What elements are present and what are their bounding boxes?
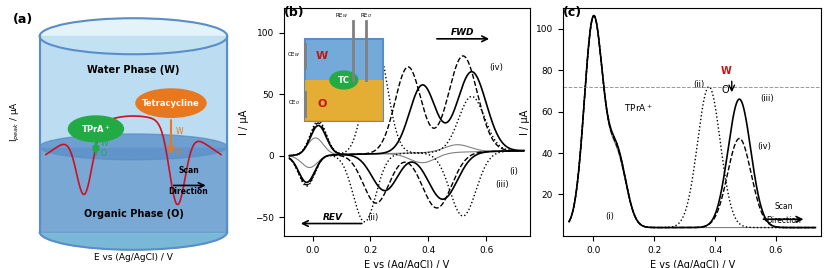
Ellipse shape xyxy=(68,116,123,142)
Text: (b): (b) xyxy=(284,6,304,19)
Text: TPrA$^+$: TPrA$^+$ xyxy=(81,123,111,135)
Text: (i): (i) xyxy=(510,167,518,176)
Text: FWD: FWD xyxy=(451,28,475,37)
X-axis label: E vs (Ag/AgCl) / V: E vs (Ag/AgCl) / V xyxy=(650,260,735,268)
Text: I$_{peak}$ / μA: I$_{peak}$ / μA xyxy=(9,101,23,142)
Text: Scan: Scan xyxy=(774,202,793,211)
Ellipse shape xyxy=(40,214,227,250)
Ellipse shape xyxy=(40,134,227,160)
Polygon shape xyxy=(40,147,227,232)
Text: (ii): (ii) xyxy=(694,80,705,89)
Text: W: W xyxy=(101,139,108,147)
Text: TPrA$^+$: TPrA$^+$ xyxy=(624,102,652,114)
Polygon shape xyxy=(40,36,227,232)
Text: E vs (Ag/AgCl) / V: E vs (Ag/AgCl) / V xyxy=(94,253,173,262)
X-axis label: E vs (Ag/AgCl) / V: E vs (Ag/AgCl) / V xyxy=(364,260,450,268)
Text: (iii): (iii) xyxy=(761,94,774,103)
Text: Direction: Direction xyxy=(766,217,801,225)
Text: W: W xyxy=(176,127,183,136)
Text: W: W xyxy=(721,66,732,76)
Text: (c): (c) xyxy=(563,6,582,19)
Text: O: O xyxy=(721,85,729,95)
Y-axis label: I / μA: I / μA xyxy=(520,109,530,135)
Text: Water Phase (W): Water Phase (W) xyxy=(88,65,179,75)
Text: Scan: Scan xyxy=(178,166,198,175)
Text: REV: REV xyxy=(323,213,343,222)
Text: Tetracycline: Tetracycline xyxy=(142,99,200,108)
Text: Direction: Direction xyxy=(168,187,208,196)
Text: (ii): (ii) xyxy=(368,213,379,222)
Text: (a): (a) xyxy=(13,13,33,26)
Text: Organic Phase (O): Organic Phase (O) xyxy=(83,209,183,219)
Text: (i): (i) xyxy=(605,212,615,221)
Text: O: O xyxy=(101,149,107,158)
Text: (iii): (iii) xyxy=(495,180,509,189)
Polygon shape xyxy=(40,36,227,147)
Y-axis label: I / μA: I / μA xyxy=(239,109,249,135)
Ellipse shape xyxy=(136,89,206,117)
Text: O: O xyxy=(176,147,182,157)
Text: (iv): (iv) xyxy=(489,63,503,72)
Text: (iv): (iv) xyxy=(757,142,771,151)
Ellipse shape xyxy=(40,18,227,54)
